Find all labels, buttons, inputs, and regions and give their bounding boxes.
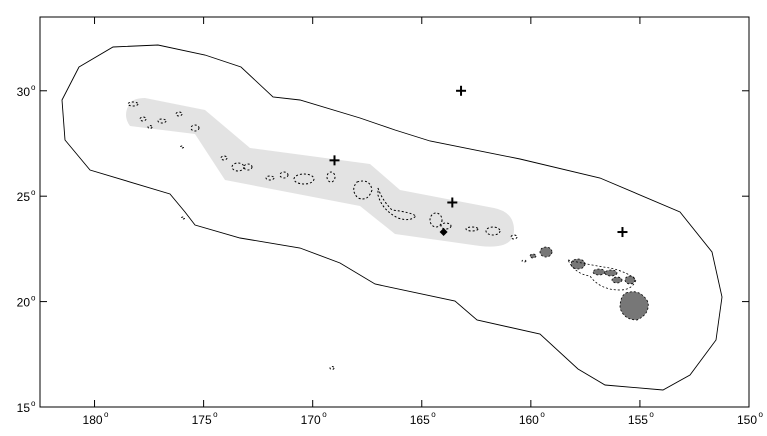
cross-marker [456,85,467,96]
degree-symbol: o [540,410,545,419]
main-islands-shelf [521,259,637,291]
cross-marker [329,155,340,166]
degree-symbol: o [31,83,36,92]
y-axis-ticks: 30 o25 o20 o15 o [17,83,749,415]
x-tick-label: 150 [737,413,757,427]
plot-frame [39,16,750,408]
x-tick-label: 170 [301,413,321,427]
y-tick-label: 15 [17,401,31,415]
shaded-monument-region [126,98,514,247]
x-tick-label: 175 [192,413,212,427]
degree-symbol: o [31,294,36,303]
degree-symbol: o [31,188,36,197]
outer-boundary [61,44,723,391]
nwhi-banks [127,101,518,370]
cross-marker [617,227,628,238]
degree-symbol: o [31,399,36,408]
y-tick-label: 25 [17,190,31,204]
degree-symbol: o [322,410,327,419]
x-tick-label: 160 [519,413,539,427]
y-tick-label: 30 [17,85,31,99]
degree-symbol: o [213,410,218,419]
degree-symbol: o [431,410,436,419]
y-tick-label: 20 [17,296,31,310]
degree-symbol: o [759,410,764,419]
x-tick-label: 165 [410,413,430,427]
x-tick-label: 180 [83,413,103,427]
degree-symbol: o [104,410,109,419]
main-hawaiian-islands [529,246,649,321]
degree-symbol: o [649,410,654,419]
diamond-marker [439,228,448,237]
x-tick-label: 155 [628,413,648,427]
site-markers [329,85,628,238]
cross-marker [447,197,458,208]
x-axis-ticks: 180 o 175 o 170 o 165 o 160 o 155 o 150 o [83,17,764,427]
